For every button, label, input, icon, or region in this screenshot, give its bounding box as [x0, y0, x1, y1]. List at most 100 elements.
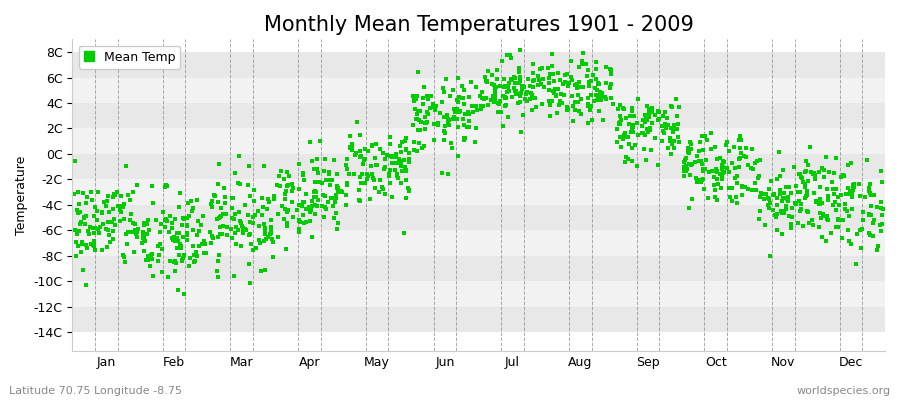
Point	[140, 216, 155, 223]
Point	[353, 174, 367, 180]
Point	[83, 224, 97, 230]
Point	[452, 109, 466, 115]
Point	[776, 208, 790, 214]
Point	[667, 122, 681, 128]
Point	[480, 79, 494, 85]
Point	[377, 166, 392, 172]
Point	[189, 249, 203, 256]
Point	[479, 78, 493, 84]
Point	[236, 225, 250, 232]
Point	[680, 166, 695, 172]
Point	[513, 47, 527, 53]
Point	[166, 234, 181, 241]
Point	[801, 178, 815, 184]
Point	[346, 147, 360, 154]
Point	[643, 125, 657, 131]
Point	[117, 200, 131, 207]
Point	[274, 183, 288, 190]
Point	[610, 126, 625, 133]
Point	[211, 234, 225, 240]
Point	[308, 188, 322, 194]
Point	[464, 78, 478, 85]
Point	[867, 220, 881, 226]
Point	[821, 197, 835, 204]
Point	[466, 108, 481, 115]
Point	[144, 256, 158, 262]
Point	[719, 165, 733, 172]
Point	[271, 234, 285, 240]
Point	[107, 190, 122, 197]
Point	[661, 145, 675, 152]
Point	[447, 108, 462, 114]
Point	[342, 170, 356, 177]
Point	[106, 236, 121, 242]
Point	[801, 162, 815, 168]
Point	[861, 184, 876, 191]
Point	[334, 188, 348, 194]
Point	[190, 252, 204, 259]
Point	[797, 181, 812, 187]
Point	[76, 267, 90, 273]
Point	[236, 230, 250, 236]
Point	[706, 182, 721, 189]
Point	[342, 144, 356, 150]
Point	[450, 106, 464, 112]
Point	[518, 95, 533, 102]
Point	[152, 252, 166, 258]
Point	[590, 93, 605, 100]
Point	[490, 67, 504, 73]
Point	[119, 230, 133, 237]
Point	[182, 212, 196, 219]
Point	[550, 109, 564, 116]
Point	[677, 172, 691, 179]
Point	[735, 192, 750, 199]
Point	[705, 168, 719, 174]
Point	[353, 198, 367, 204]
Point	[688, 175, 703, 181]
Point	[544, 71, 558, 77]
Point	[69, 206, 84, 213]
Point	[683, 146, 698, 153]
Point	[442, 116, 456, 123]
Point	[706, 174, 721, 180]
Point	[264, 229, 278, 236]
Point	[590, 87, 605, 93]
Point	[574, 96, 589, 102]
Point	[392, 155, 406, 162]
Point	[499, 95, 513, 101]
Point	[651, 162, 665, 169]
Point	[344, 143, 358, 150]
Point	[330, 187, 345, 194]
Point	[784, 225, 798, 231]
Point	[614, 144, 628, 150]
Point	[861, 188, 876, 194]
Point	[455, 116, 470, 122]
Point	[585, 116, 599, 123]
Point	[732, 136, 746, 143]
Point	[165, 235, 179, 241]
Point	[128, 220, 142, 227]
Point	[845, 191, 859, 197]
Point	[825, 179, 840, 186]
Point	[219, 211, 233, 217]
Point	[722, 185, 736, 191]
Point	[709, 197, 724, 203]
Point	[587, 98, 601, 104]
Point	[418, 126, 433, 132]
Point	[799, 158, 814, 164]
Point	[831, 215, 845, 222]
Point	[526, 77, 541, 83]
Point	[704, 130, 718, 136]
Point	[777, 210, 791, 216]
Point	[238, 226, 253, 233]
Point	[358, 179, 373, 186]
Point	[836, 217, 850, 223]
Point	[380, 152, 394, 159]
Point	[478, 74, 492, 80]
Point	[631, 132, 645, 138]
Point	[590, 92, 605, 99]
Point	[638, 112, 652, 118]
Point	[730, 180, 744, 186]
Bar	[72, 154, 885, 179]
Point	[862, 211, 877, 218]
